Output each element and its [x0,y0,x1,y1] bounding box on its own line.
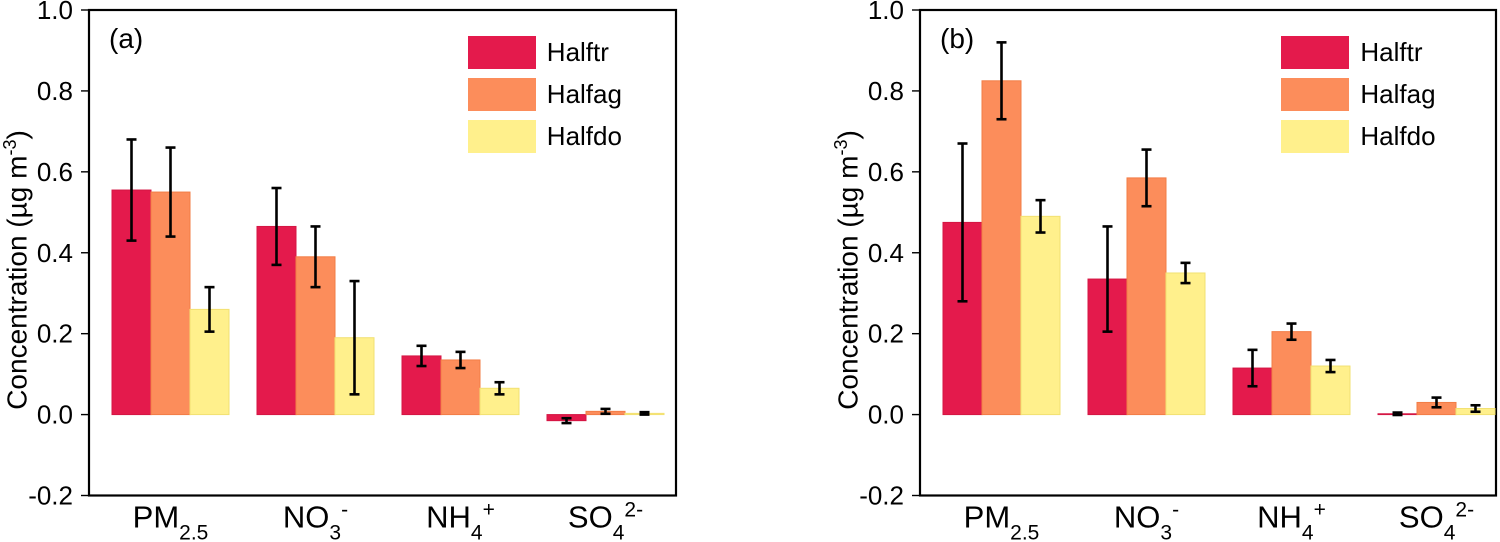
svg-text:0.6: 0.6 [868,157,904,187]
svg-text:0.4: 0.4 [868,238,904,268]
svg-text:0.6: 0.6 [37,157,73,187]
svg-text:(a): (a) [109,23,143,54]
svg-text:(b): (b) [940,23,974,54]
svg-text:NO3-: NO3- [283,499,348,542]
svg-text:-0.2: -0.2 [28,481,73,511]
svg-text:-0.2: -0.2 [859,481,904,511]
svg-text:0.8: 0.8 [37,76,73,106]
svg-text:0.0: 0.0 [37,400,73,430]
svg-text:PM2.5: PM2.5 [964,500,1040,542]
svg-text:0.2: 0.2 [868,319,904,349]
svg-text:NH4+: NH4+ [426,499,495,542]
svg-text:1.0: 1.0 [37,0,73,25]
svg-text:SO42-: SO42- [1399,499,1474,542]
svg-text:0.8: 0.8 [868,76,904,106]
svg-text:NH4+: NH4+ [1257,499,1326,542]
svg-text:NO3-: NO3- [1114,499,1179,542]
svg-text:0.4: 0.4 [37,238,73,268]
svg-text:1.0: 1.0 [868,0,904,25]
svg-text:0.2: 0.2 [37,319,73,349]
svg-text:PM2.5: PM2.5 [133,500,209,542]
svg-text:SO42-: SO42- [568,499,643,542]
svg-text:0.0: 0.0 [868,400,904,430]
